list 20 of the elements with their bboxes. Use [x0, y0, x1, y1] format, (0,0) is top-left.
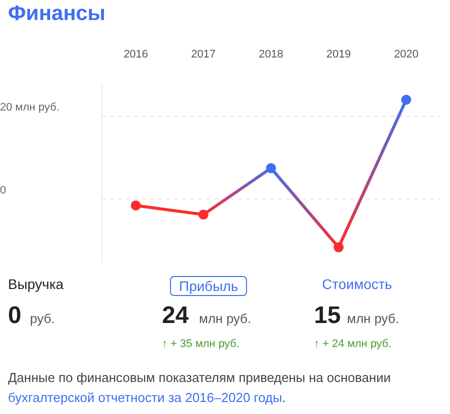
x-tick-label: 2018 — [258, 48, 284, 61]
x-tick-label: 2019 — [326, 48, 351, 61]
text: руб. — [30, 311, 55, 326]
text: Данные по финансовым показателям приведены на основании — [8, 370, 391, 385]
text: Выручка — [8, 276, 64, 292]
text: ↑ + 24 млн руб. — [314, 338, 392, 350]
text: Стоимость — [322, 276, 392, 292]
text: млн руб. — [347, 311, 400, 326]
x-tick-label: 2017 — [191, 48, 216, 61]
text: . — [282, 390, 286, 405]
y-tick-label: 20 млн руб. — [0, 101, 60, 114]
text: ↑ + 35 млн руб. — [162, 338, 240, 350]
text: бухгалтерской отчетности за 2016–2020 годы — [8, 390, 282, 405]
text: 24 — [162, 302, 189, 330]
x-tick-label: 2016 — [124, 48, 148, 61]
text: Прибыль — [170, 276, 248, 296]
text: млн руб. — [199, 311, 252, 326]
chart-title: Финансы — [8, 2, 106, 26]
x-tick-label: 2020 — [394, 48, 418, 61]
text: 15 — [314, 302, 341, 330]
